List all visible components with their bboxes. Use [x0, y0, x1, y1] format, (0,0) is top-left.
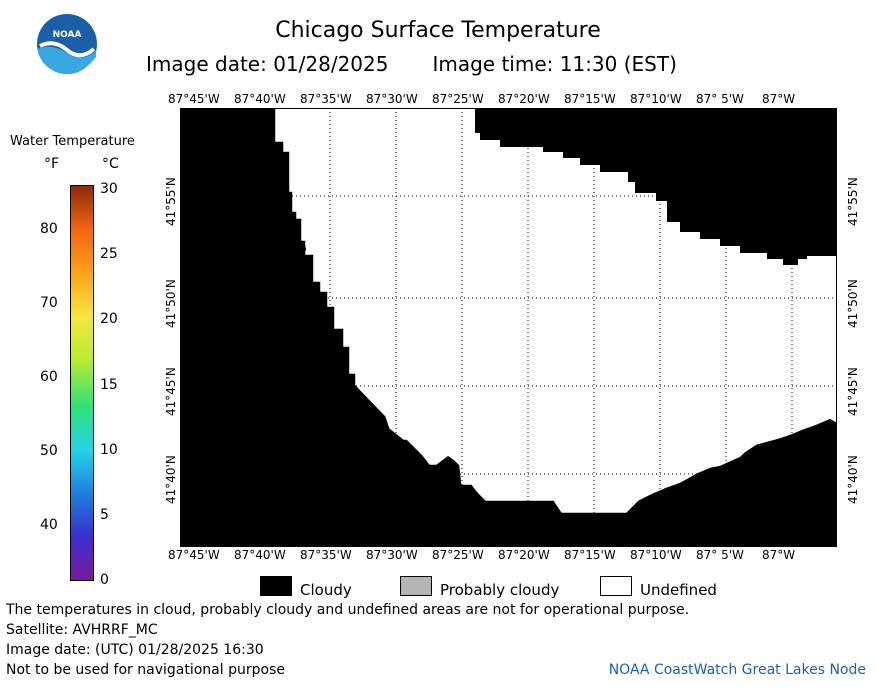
colorbar-f-tick: 80: [40, 221, 58, 237]
colorbar-f-tick: 60: [40, 369, 58, 385]
unit-f-label: °F: [44, 156, 60, 172]
lat-label: 41°50'N: [164, 279, 178, 328]
legend-cloudy-label: Cloudy: [300, 581, 352, 599]
colorbar-f-tick: 40: [40, 517, 58, 533]
lon-label: 87°W: [762, 92, 796, 106]
legend-probably-cloudy-swatch: [400, 576, 432, 596]
subtitle-row: Image date: 01/28/2025 Image time: 11:30 …: [146, 52, 677, 76]
map-title: Chicago Surface Temperature: [275, 18, 601, 43]
lon-label: 87°20'W: [498, 548, 550, 562]
lat-label: 41°40'N: [164, 455, 178, 504]
footer-note: The temperatures in cloud, probably clou…: [6, 602, 690, 618]
colorbar-c-tick: 25: [100, 246, 118, 263]
legend-probably-cloudy-label: Probably cloudy: [440, 581, 560, 599]
lon-label: 87° 5'W: [696, 92, 744, 106]
colorbar-c-tick: 10: [100, 441, 118, 458]
image-time-label: Image time: 11:30 (EST): [432, 52, 677, 76]
colorbar-c-tick: 15: [100, 376, 118, 393]
lon-label: 87°10'W: [630, 548, 682, 562]
lat-label: 41°45'N: [164, 367, 178, 416]
footer-utc-date: Image date: (UTC) 01/28/2025 16:30: [6, 642, 264, 658]
lat-label: 41°45'N: [846, 367, 860, 416]
lat-label: 41°55'N: [164, 177, 178, 226]
legend-undefined-label: Undefined: [640, 581, 717, 599]
map-frame: [180, 108, 837, 547]
lat-lon-grid: [180, 108, 837, 547]
lon-label: 87°25'W: [432, 548, 484, 562]
footer-node: NOAA CoastWatch Great Lakes Node: [608, 662, 866, 678]
lon-label: 87°35'W: [300, 92, 352, 106]
colorbar-c-tick: 5: [100, 506, 109, 523]
lon-label: 87°35'W: [300, 548, 352, 562]
colorbar-c-tick: 20: [100, 311, 118, 328]
lon-label: 87°30'W: [366, 548, 418, 562]
lon-label: 87°25'W: [432, 92, 484, 106]
image-date-label: Image date: 01/28/2025: [146, 52, 389, 76]
logo-text: NOAA: [53, 30, 82, 40]
lat-label: 41°40'N: [846, 455, 860, 504]
lat-label: 41°50'N: [846, 279, 860, 328]
map: Chicago: [180, 108, 837, 547]
lat-label: 41°55'N: [846, 177, 860, 226]
lon-label: 87°10'W: [630, 92, 682, 106]
lon-label: 87° 5'W: [696, 548, 744, 562]
legend-undefined-swatch: [600, 576, 632, 596]
colorbar: [70, 185, 94, 581]
lon-label: 87°20'W: [498, 92, 550, 106]
chicago-label: Chicago: [229, 254, 293, 273]
lon-label: 87°45'W: [168, 548, 220, 562]
land-area: [180, 108, 837, 547]
colorbar-title: Water Temperature: [10, 134, 135, 149]
cloud-area: [475, 108, 837, 265]
shoreline: [275, 108, 837, 513]
lon-label: 87°W: [762, 548, 796, 562]
lon-label: 87°45'W: [168, 92, 220, 106]
lon-label: 87°30'W: [366, 92, 418, 106]
footer-satellite: Satellite: AVHRRF_MC: [6, 622, 158, 638]
lon-label: 87°40'W: [234, 92, 286, 106]
unit-c-label: °C: [102, 156, 119, 172]
legend-cloudy-swatch: [260, 576, 292, 596]
chicago-marker: [296, 244, 306, 254]
lon-label: 87°40'W: [234, 548, 286, 562]
noaa-logo: NOAA: [37, 14, 97, 75]
footer-nav-warning: Not to be used for navigational purpose: [6, 662, 285, 678]
colorbar-f-tick: 50: [40, 443, 58, 459]
colorbar-c-tick: 30: [100, 181, 118, 197]
lon-label: 87°15'W: [564, 548, 616, 562]
colorbar-f-tick: 70: [40, 295, 58, 311]
lon-label: 87°15'W: [564, 92, 616, 106]
colorbar-c-tick: 0: [100, 572, 109, 588]
